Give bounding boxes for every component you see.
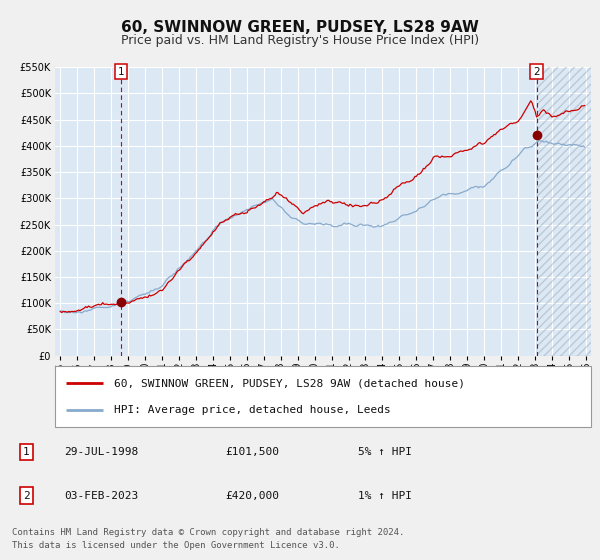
Text: £101,500: £101,500	[225, 447, 279, 457]
Text: Contains HM Land Registry data © Crown copyright and database right 2024.
This d: Contains HM Land Registry data © Crown c…	[12, 528, 404, 550]
Text: 03-FEB-2023: 03-FEB-2023	[64, 491, 138, 501]
Text: 5% ↑ HPI: 5% ↑ HPI	[358, 447, 412, 457]
Text: Price paid vs. HM Land Registry's House Price Index (HPI): Price paid vs. HM Land Registry's House …	[121, 34, 479, 46]
Text: HPI: Average price, detached house, Leeds: HPI: Average price, detached house, Leed…	[114, 405, 391, 415]
Text: 2: 2	[23, 491, 30, 501]
Text: 60, SWINNOW GREEN, PUDSEY, LS28 9AW: 60, SWINNOW GREEN, PUDSEY, LS28 9AW	[121, 20, 479, 35]
Text: 1: 1	[23, 447, 30, 457]
Text: £420,000: £420,000	[225, 491, 279, 501]
Text: 29-JUL-1998: 29-JUL-1998	[64, 447, 138, 457]
Text: 1% ↑ HPI: 1% ↑ HPI	[358, 491, 412, 501]
Text: 60, SWINNOW GREEN, PUDSEY, LS28 9AW (detached house): 60, SWINNOW GREEN, PUDSEY, LS28 9AW (det…	[114, 378, 465, 388]
Text: 1: 1	[118, 67, 124, 77]
Text: 2: 2	[533, 67, 540, 77]
